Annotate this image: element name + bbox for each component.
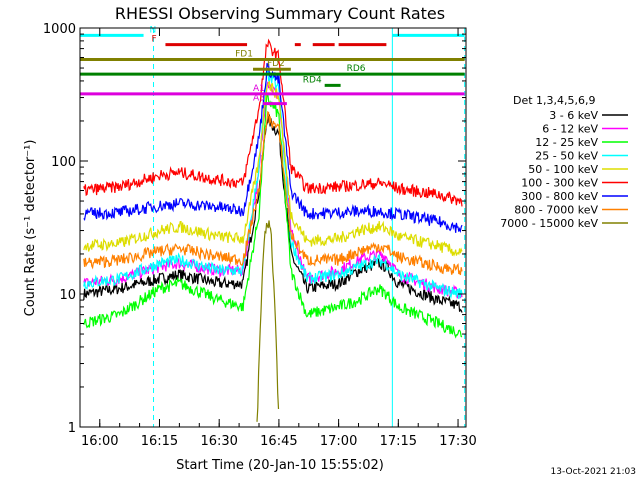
y-tick-label-0: 1 xyxy=(68,421,76,436)
series-line-2 xyxy=(83,92,463,339)
y-tick-label-3: 1000 xyxy=(43,22,76,37)
legend-entry-1: 6 - 12 keV xyxy=(542,123,598,136)
x-tick-label-4: 17:00 xyxy=(320,434,357,449)
legend-entry-3: 25 - 50 keV xyxy=(535,150,598,163)
chart-title: RHESSI Observing Summary Count Rates xyxy=(115,4,445,23)
y-tick-label-1: 10 xyxy=(59,288,76,303)
legend-entry-4: 50 - 100 keV xyxy=(528,163,598,176)
flag-label-5: RD4 xyxy=(303,75,322,85)
x-tick-label-3: 16:45 xyxy=(260,434,297,449)
legend-entry-8: 7000 - 15000 keV xyxy=(500,217,598,230)
series-line-5 xyxy=(83,38,463,207)
series-line-0 xyxy=(83,114,463,313)
timestamp-label: 13-Oct-2021 21:03 xyxy=(551,467,636,477)
series-line-4 xyxy=(83,80,463,257)
legend-entry-2: 12 - 25 keV xyxy=(535,136,598,149)
series-line-3 xyxy=(83,70,463,300)
legend-entry-5: 100 - 300 keV xyxy=(521,177,598,190)
plot-frame xyxy=(79,27,467,428)
x-tick-label-5: 17:15 xyxy=(380,434,417,449)
legend-entry-6: 300 - 800 keV xyxy=(521,190,598,203)
flag-label-7: A3 xyxy=(253,94,265,104)
flag-label-1: F xyxy=(152,35,157,45)
flag-label-6: A1 xyxy=(253,84,265,94)
flag-label-2: FD1 xyxy=(235,49,253,59)
flag-label-0: N xyxy=(150,25,157,35)
x-tick-label-2: 16:30 xyxy=(200,434,237,449)
legend-entry-0: 3 - 6 keV xyxy=(549,109,598,122)
series-line-7 xyxy=(83,110,463,276)
x-tick-label-0: 16:00 xyxy=(81,434,118,449)
series-line-8 xyxy=(256,220,280,422)
flag-label-3: FD2 xyxy=(267,59,285,69)
x-tick-label-6: 17:30 xyxy=(439,434,476,449)
y-tick-label-2: 100 xyxy=(51,155,76,170)
y-axis-label: Count Rate (s⁻¹ detector⁻¹) xyxy=(23,140,38,317)
flag-label-4: RD6 xyxy=(347,64,366,74)
legend-title: Det 1,3,4,5,6,9 xyxy=(513,94,596,107)
x-axis-label: Start Time (20-Jan-10 15:55:02) xyxy=(176,458,384,473)
x-tick-label-1: 16:15 xyxy=(141,434,178,449)
legend-entry-7: 800 - 7000 keV xyxy=(514,204,598,217)
